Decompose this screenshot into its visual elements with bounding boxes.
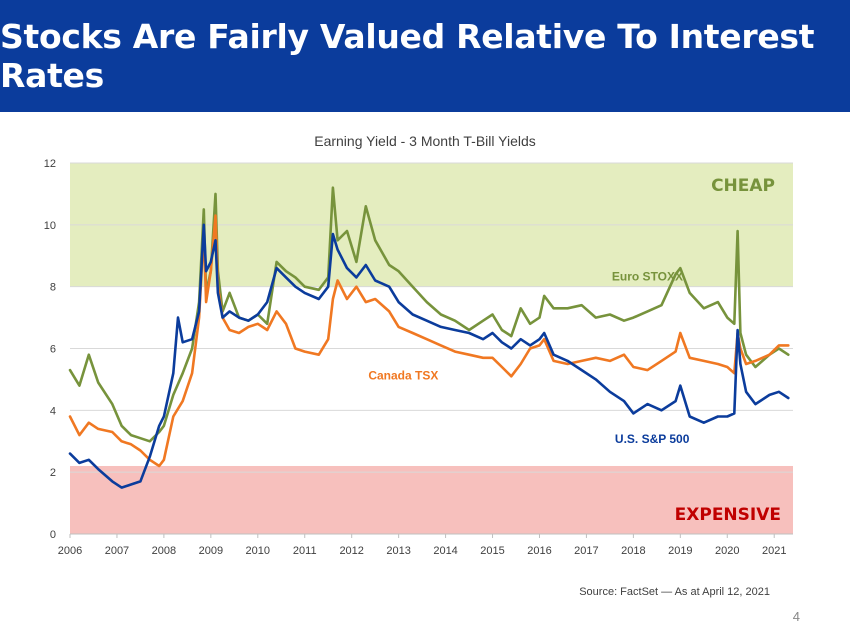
zone-expensive-band bbox=[70, 465, 793, 534]
series-line-euro-stoxx bbox=[68, 186, 790, 443]
x-tick-label: 2021 bbox=[762, 545, 786, 557]
x-tick-label: 2018 bbox=[621, 545, 645, 557]
y-tick-label: 6 bbox=[50, 344, 56, 356]
x-tick-label: 2006 bbox=[58, 545, 82, 557]
x-tick-label: 2009 bbox=[199, 545, 223, 557]
x-tick-label: 2017 bbox=[574, 545, 598, 557]
y-tick-label: 10 bbox=[44, 220, 56, 232]
x-tick-label: 2012 bbox=[339, 545, 363, 557]
y-tick-label: 2 bbox=[50, 467, 56, 479]
y-tick-label: 0 bbox=[50, 529, 56, 541]
x-tick-label: 2019 bbox=[668, 545, 692, 557]
x-tick-label: 2015 bbox=[480, 545, 504, 557]
x-tick-label: 2011 bbox=[293, 545, 317, 557]
y-tick-label: 12 bbox=[44, 158, 56, 170]
series-label-canada-tsx: Canada TSX bbox=[368, 368, 438, 382]
series-line-canada-tsx bbox=[68, 214, 790, 468]
x-tick-label: 2020 bbox=[715, 545, 739, 557]
zone-label-cheap: CHEAP bbox=[711, 176, 775, 196]
x-tick-label: 2013 bbox=[386, 545, 410, 557]
series-label-u-s-s-p-500: U.S. S&P 500 bbox=[615, 432, 690, 446]
series-label-euro-stoxx: Euro STOXX bbox=[612, 269, 683, 283]
title-banner: Stocks Are Fairly Valued Relative To Int… bbox=[0, 0, 850, 112]
chart-title: Earning Yield - 3 Month T-Bill Yields bbox=[314, 133, 536, 149]
slide-title: Stocks Are Fairly Valued Relative To Int… bbox=[0, 17, 815, 95]
series-line-u-s-s-p-500 bbox=[68, 223, 790, 489]
zone-label-expensive: EXPENSIVE bbox=[675, 505, 781, 525]
source-note: Source: FactSet — As at April 12, 2021 bbox=[579, 586, 770, 598]
x-tick-label: 2010 bbox=[246, 545, 270, 557]
y-tick-label: 8 bbox=[50, 282, 56, 294]
y-tick-label: 4 bbox=[50, 405, 56, 417]
x-tick-label: 2008 bbox=[152, 545, 176, 557]
x-tick-label: 2016 bbox=[527, 545, 551, 557]
page-number: 4 bbox=[792, 609, 800, 624]
x-tick-label: 2007 bbox=[105, 545, 129, 557]
x-tick-label: 2014 bbox=[433, 545, 457, 557]
